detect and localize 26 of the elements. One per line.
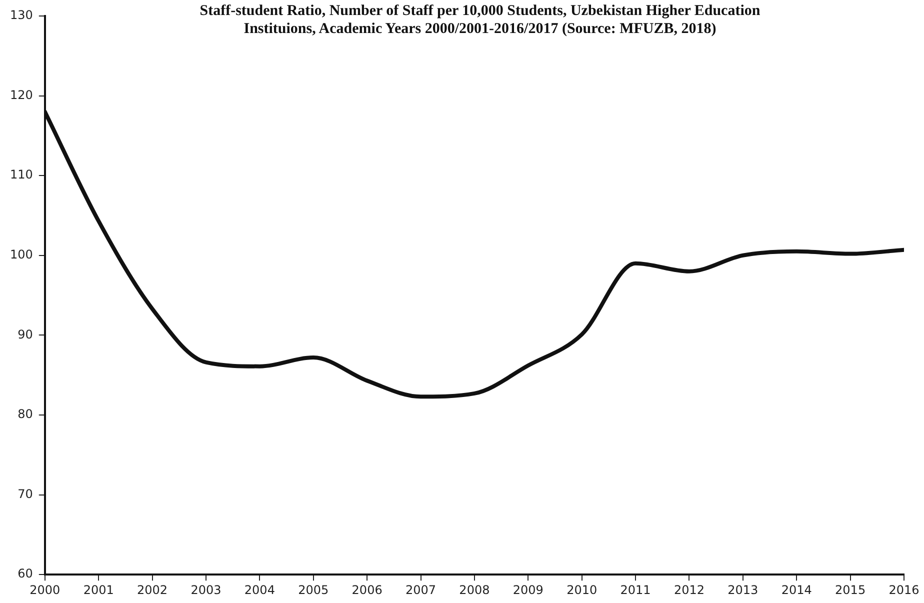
x-tick-label: 2003 — [190, 582, 222, 597]
y-tick-label: 90 — [18, 327, 33, 342]
y-tick-label: 80 — [18, 407, 33, 422]
y-tick-label: 110 — [10, 168, 33, 182]
y-tick-label: 100 — [10, 248, 33, 262]
x-tick-label: 2009 — [512, 582, 544, 597]
x-tick-label: 2010 — [566, 582, 598, 597]
y-tick-label: 130 — [10, 8, 33, 22]
x-tick-label: 2013 — [728, 582, 758, 597]
y-tick-label: 70 — [18, 486, 33, 501]
x-tick-label: 2012 — [674, 582, 704, 597]
chart-title: Staff-student Ratio, Number of Staff per 10,000 Students, Uzbekistan Higher Education Instituions, Academic Years 2000/2001-2016/2017 (Source: MFUZB, 2018) — [198, 2, 762, 38]
x-tick-label: 2004 — [244, 582, 275, 597]
y-tick-label: 60 — [18, 566, 33, 581]
x-tick-label: 2001 — [83, 582, 114, 597]
x-tick-label: 2000 — [30, 582, 60, 597]
x-tick-label: 2008 — [459, 582, 490, 597]
x-tick-label: 2011 — [620, 582, 651, 597]
x-tick-label: 2006 — [352, 582, 382, 597]
x-tick-label: 2014 — [781, 582, 812, 597]
x-tick-label: 2016 — [888, 582, 920, 597]
x-tick-label: 2005 — [298, 582, 329, 597]
x-tick-label: 2015 — [835, 582, 866, 597]
x-tick-label: 2002 — [137, 582, 168, 597]
x-tick-label: 2007 — [405, 582, 436, 597]
y-tick-label: 120 — [10, 88, 33, 102]
